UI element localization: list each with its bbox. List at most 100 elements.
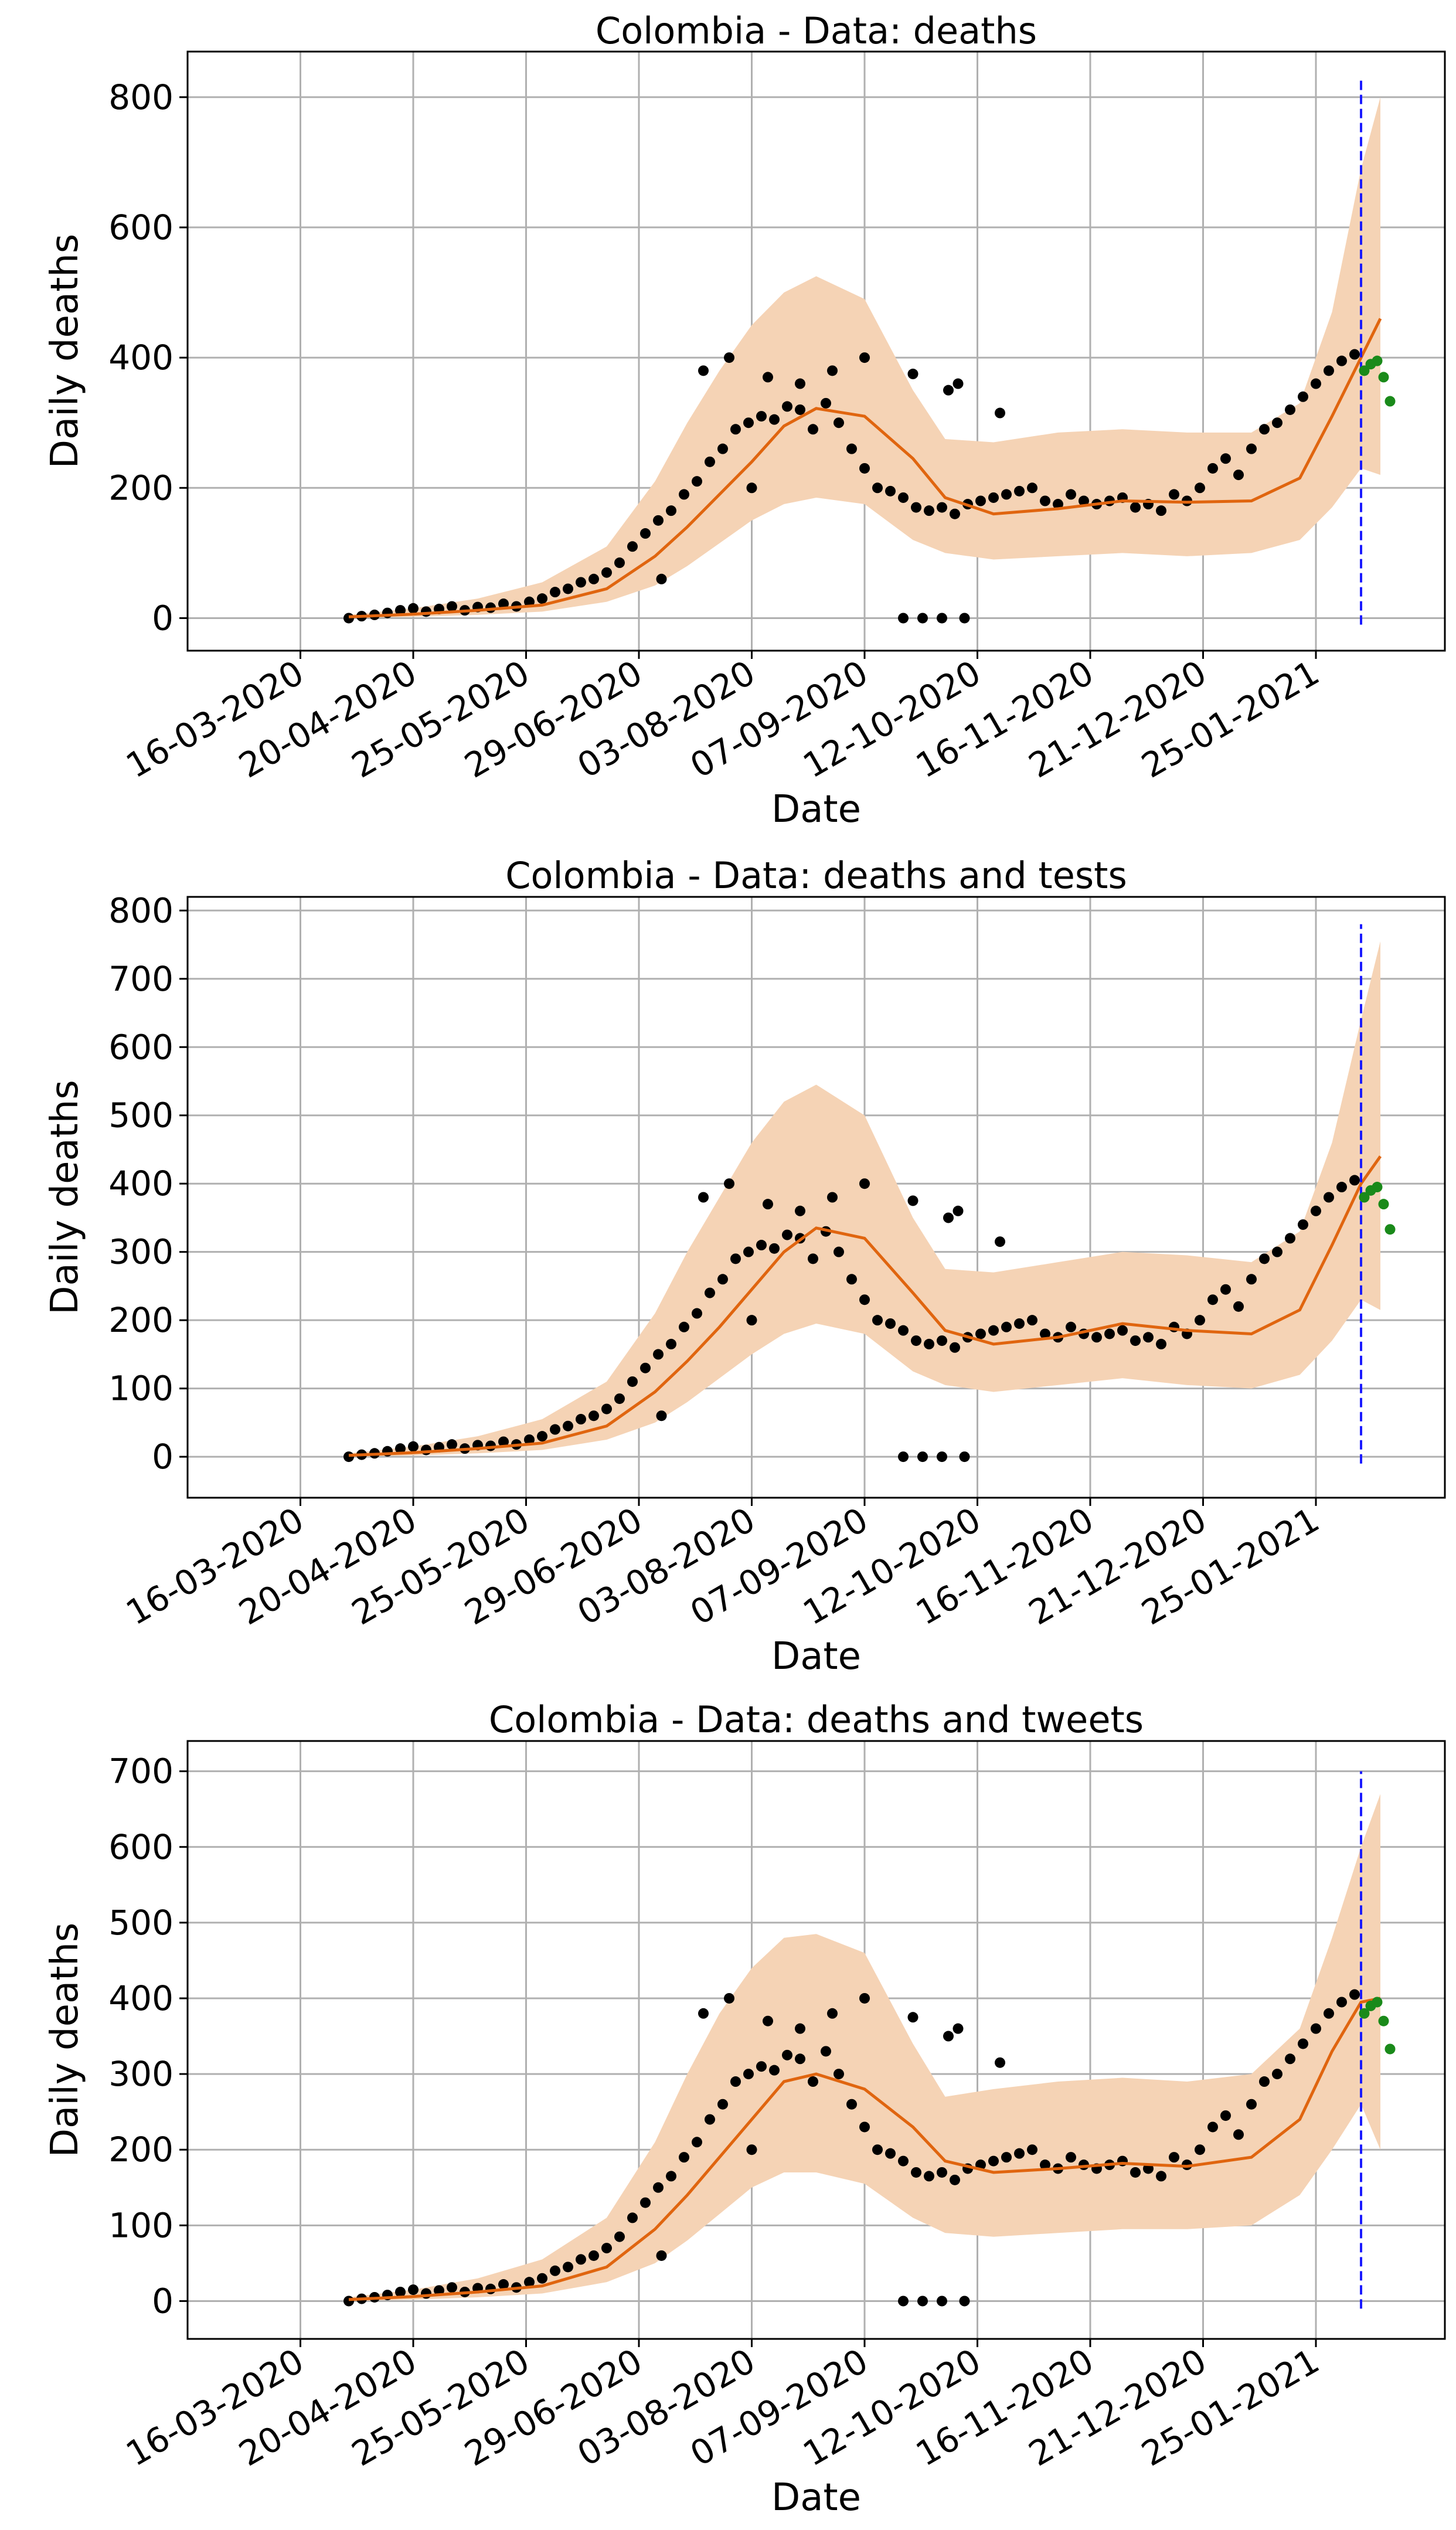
chart-title: Colombia - Data: deaths and tests (505, 854, 1127, 897)
observed-point (1324, 2008, 1334, 2019)
axes-frame (186, 896, 1446, 1499)
observed-point (746, 1315, 757, 1326)
observed-point (846, 1274, 857, 1285)
observed-point (959, 613, 970, 624)
observed-point (782, 401, 792, 412)
observed-point (1259, 2076, 1270, 2087)
observed-point (937, 1451, 947, 1463)
y-tick-label: 200 (108, 468, 174, 508)
x-axis-label: Date (771, 788, 861, 831)
x-axis-label: Date (771, 2476, 861, 2519)
observed-point (907, 368, 918, 379)
observed-point (995, 2057, 1005, 2068)
observed-point (885, 2148, 896, 2159)
observed-point (769, 1243, 780, 1254)
observed-point (834, 2069, 844, 2080)
y-tick-label: 600 (108, 1827, 174, 1867)
observed-point (943, 385, 954, 396)
observed-point (640, 2197, 651, 2208)
observed-point (653, 1349, 664, 1360)
observed-point (498, 599, 509, 610)
observed-point (1169, 489, 1179, 500)
observed-point (763, 1199, 773, 1210)
observed-point (1349, 1989, 1360, 2000)
observed-point (1311, 2023, 1321, 2034)
observed-point (859, 1294, 870, 1305)
observed-point (937, 2167, 947, 2178)
observed-point (1143, 1332, 1154, 1343)
observed-point (656, 2250, 667, 2261)
observed-point (666, 1338, 676, 1349)
observed-point (692, 476, 702, 487)
observed-point (1246, 2099, 1257, 2110)
observed-point (756, 2061, 767, 2072)
y-tick-label: 700 (108, 959, 174, 999)
observed-point (563, 2262, 573, 2273)
chart-panel-1: Colombia - Data: deaths020040060080016-0… (43, 9, 1446, 831)
observed-point (859, 2121, 870, 2133)
observed-point (576, 1414, 586, 1425)
observed-point (917, 1451, 928, 1463)
future-point (1378, 2015, 1389, 2026)
observed-point (1336, 1997, 1347, 2008)
observed-point (421, 606, 431, 617)
future-point (1359, 2008, 1370, 2019)
observed-point (627, 2212, 638, 2223)
observed-point (447, 1439, 457, 1450)
observed-point (1272, 2069, 1282, 2080)
observed-point (950, 2174, 960, 2185)
observed-point (795, 2053, 805, 2065)
observed-point (1324, 1192, 1334, 1203)
observed-point (343, 2296, 354, 2307)
fit-line (348, 1155, 1382, 1457)
observed-point (834, 417, 844, 429)
observed-point (885, 1318, 896, 1329)
observed-point (656, 1410, 667, 1422)
future-point (1359, 365, 1370, 376)
observed-point (588, 573, 599, 584)
observed-point (1130, 2167, 1141, 2178)
observed-point (1001, 1321, 1012, 1332)
observed-point (769, 2065, 780, 2076)
observed-point (959, 1451, 970, 1463)
observed-point (917, 613, 928, 624)
observed-point (859, 352, 870, 363)
axes-frame (186, 50, 1446, 652)
observed-point (1040, 495, 1050, 506)
observed-point (1311, 378, 1321, 389)
observed-point (846, 2099, 857, 2110)
observed-point (1027, 482, 1037, 494)
observed-point (724, 352, 734, 363)
observed-point (1001, 2152, 1012, 2163)
observed-point (1027, 1315, 1037, 1326)
fit-line (348, 318, 1382, 618)
observed-point (995, 1236, 1005, 1247)
y-tick-label: 300 (108, 1232, 174, 1272)
observed-point (808, 1253, 818, 1264)
observed-point (447, 2282, 457, 2293)
observed-point (898, 492, 909, 503)
y-axis-label: Daily deaths (43, 1080, 87, 1315)
observed-point (743, 2069, 754, 2080)
observed-point (395, 1443, 406, 1454)
chart-title: Colombia - Data: deaths and tweets (489, 1698, 1144, 1741)
observed-point (911, 2167, 921, 2178)
observed-point (679, 2152, 689, 2163)
observed-point (1298, 2038, 1308, 2049)
observed-point (885, 485, 896, 497)
observed-point (730, 424, 741, 435)
chart-title: Colombia - Data: deaths (596, 9, 1037, 52)
observed-point (952, 1205, 964, 1216)
observed-point (1066, 2152, 1076, 2163)
observed-point (524, 1434, 535, 1445)
observed-point (763, 2015, 773, 2026)
y-tick-label: 500 (108, 1096, 174, 1135)
observed-point (588, 2250, 599, 2261)
observed-point (408, 2284, 419, 2296)
observed-point (988, 492, 999, 503)
observed-point (1040, 1328, 1050, 1339)
observed-point (1156, 1338, 1166, 1349)
observed-point (898, 2296, 909, 2307)
y-tick-label: 800 (108, 77, 174, 117)
